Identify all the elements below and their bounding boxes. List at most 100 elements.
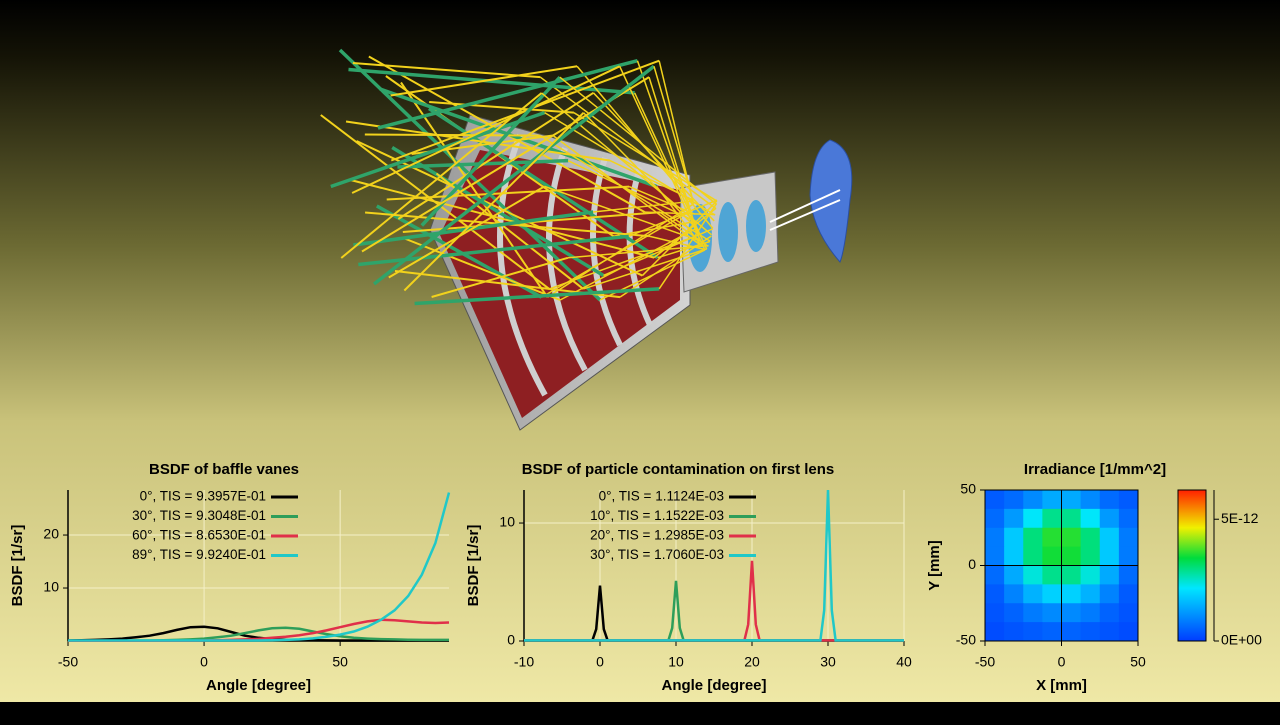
ray <box>657 240 711 259</box>
ray <box>592 92 715 222</box>
y-axis-label: BSDF [1/sr] <box>465 525 482 607</box>
ray <box>340 92 543 259</box>
heatmap-cell <box>1099 603 1120 623</box>
heatmap-cell <box>1080 508 1101 529</box>
ray <box>379 87 658 189</box>
heatmap-cell <box>1061 546 1082 566</box>
y-tick-label: 20 <box>43 526 59 542</box>
legend-label: 20°, TIS = 1.2985E-03 <box>590 528 724 543</box>
heatmap-cell <box>1023 622 1043 642</box>
ray <box>567 244 709 259</box>
ray <box>628 185 696 215</box>
heatmap-cell <box>1004 603 1024 623</box>
heatmap-cell <box>1004 565 1024 585</box>
heatmap-cell <box>1061 508 1082 529</box>
heatmap-cell <box>1118 527 1139 548</box>
heatmap-cell <box>1042 527 1062 548</box>
legend-label: 60°, TIS = 8.6530E-01 <box>132 528 266 543</box>
heatmap-cell <box>1023 565 1043 585</box>
heatmap-cell <box>1023 508 1043 529</box>
heatmap-cell <box>1061 584 1082 604</box>
heatmap-cell <box>1118 622 1139 642</box>
series-line <box>524 489 904 642</box>
ray <box>403 112 585 292</box>
rays <box>320 48 841 306</box>
ray <box>648 76 701 243</box>
ray <box>377 59 638 130</box>
chart-title: BSDF of particle contamination on first … <box>522 461 835 478</box>
ray <box>345 120 611 162</box>
heatmap-cell <box>985 527 1005 548</box>
heatmap-cell <box>1042 565 1062 585</box>
heatmap-cell <box>985 622 1005 642</box>
heatmap-cell <box>1118 546 1139 566</box>
legend-label: 30°, TIS = 1.7060E-03 <box>590 547 724 562</box>
ray <box>372 64 656 286</box>
ray <box>348 67 635 95</box>
heatmap-cell <box>985 508 1005 529</box>
ray <box>350 179 655 259</box>
y-tick-label: 0 <box>507 632 515 648</box>
x-tick-label: -50 <box>58 654 78 670</box>
heatmap-cell <box>1023 546 1043 566</box>
heatmap-cell <box>1004 527 1024 548</box>
y-tick-label: 10 <box>499 514 515 530</box>
x-tick-label: 30 <box>820 654 836 670</box>
ray <box>544 185 701 242</box>
y-tick-label: 0 <box>968 556 976 572</box>
bottom-bar <box>0 702 1280 720</box>
heatmap-cell <box>1023 603 1043 623</box>
ray <box>390 65 578 97</box>
ray <box>628 199 718 238</box>
x-tick-label: -50 <box>975 654 995 670</box>
x-tick-label: 50 <box>1130 654 1146 670</box>
heatmap-cell <box>1061 527 1082 548</box>
chart-title: Irradiance [1/mm^2] <box>1024 461 1166 478</box>
ray <box>636 60 700 236</box>
ray <box>559 227 698 301</box>
ray <box>539 76 717 210</box>
legend-label: 89°, TIS = 9.9240E-01 <box>132 547 266 562</box>
ray <box>583 248 708 290</box>
ray <box>386 185 630 201</box>
ray <box>397 91 594 220</box>
ray <box>769 189 841 223</box>
ray <box>619 65 706 251</box>
heatmap-cell <box>1042 546 1062 566</box>
x-axis-label: X [mm] <box>1036 677 1087 694</box>
x-tick-label: 0 <box>1058 654 1066 670</box>
y-tick-label: 50 <box>960 481 976 497</box>
ray <box>400 81 549 298</box>
x-tick-label: 50 <box>332 654 348 670</box>
heatmap-cell <box>985 565 1005 585</box>
heatmap-cell <box>1042 603 1062 623</box>
x-tick-label: 40 <box>896 654 912 670</box>
heatmap-cell <box>1099 490 1120 510</box>
ray <box>351 65 621 194</box>
heatmap-cell <box>1042 490 1062 510</box>
ray <box>431 256 569 298</box>
ray <box>583 112 698 230</box>
heatmap-cell <box>1061 622 1082 642</box>
y-axis-label: BSDF [1/sr] <box>9 525 26 607</box>
heatmap-cell <box>985 584 1005 604</box>
ray <box>356 140 643 277</box>
heatmap-cell <box>1099 546 1120 566</box>
heatmap-cell <box>1004 546 1024 566</box>
heatmap-cell <box>1080 527 1101 548</box>
heatmap-cell <box>1099 584 1120 604</box>
y-tick-label: 10 <box>43 579 59 595</box>
heatmap-cell <box>1118 603 1139 623</box>
optical-scene <box>320 48 853 431</box>
x-axis-label: Angle [degree] <box>661 677 766 694</box>
heatmap-cell <box>1099 622 1120 642</box>
heatmap-cell <box>1042 622 1062 642</box>
ray <box>391 146 605 277</box>
heatmap-cell <box>1004 584 1024 604</box>
colorbar <box>1177 489 1207 642</box>
y-axis-label: Y [mm] <box>926 540 943 591</box>
heatmap-cell <box>1080 584 1101 604</box>
heatmap-cell <box>985 603 1005 623</box>
heatmap-cell <box>1080 622 1101 642</box>
